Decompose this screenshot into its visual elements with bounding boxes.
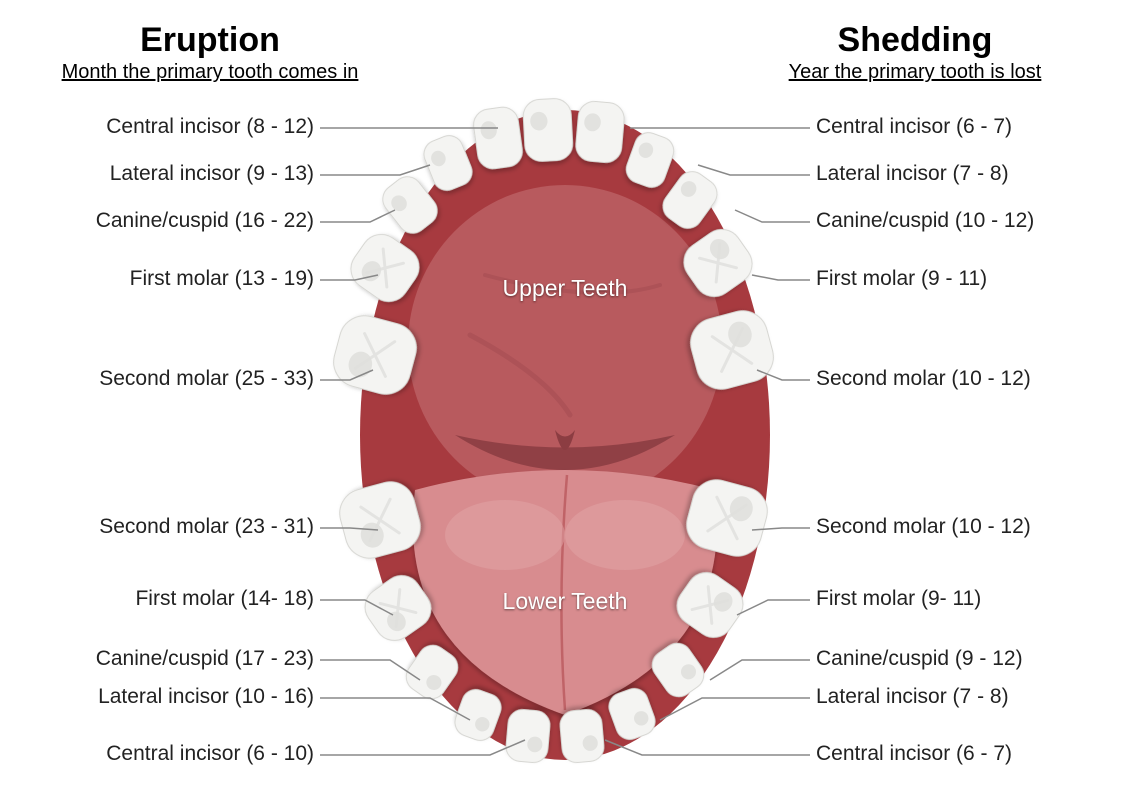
eruption-label: Central incisor (8 - 12) xyxy=(106,115,314,139)
teeth-diagram: Eruption Month the primary tooth comes i… xyxy=(0,0,1129,807)
eruption-label: Canine/cuspid (17 - 23) xyxy=(96,647,314,671)
eruption-label: Second molar (25 - 33) xyxy=(99,367,314,391)
eruption-label: First molar (14- 18) xyxy=(135,587,314,611)
shedding-label: First molar (9- 11) xyxy=(816,587,981,611)
shedding-label: Second molar (10 - 12) xyxy=(816,367,1031,391)
eruption-label: Second molar (23 - 31) xyxy=(99,515,314,539)
eruption-label: First molar (13 - 19) xyxy=(130,267,314,291)
eruption-label: Lateral incisor (10 - 16) xyxy=(98,685,314,709)
upper-teeth-label: Upper Teeth xyxy=(465,275,665,302)
shedding-label: Second molar (10 - 12) xyxy=(816,515,1031,539)
eruption-label: Lateral incisor (9 - 13) xyxy=(110,162,314,186)
shedding-label: Lateral incisor (7 - 8) xyxy=(816,685,1009,709)
shedding-label: Central incisor (6 - 7) xyxy=(816,115,1012,139)
shedding-label: Canine/cuspid (10 - 12) xyxy=(816,209,1034,233)
eruption-label: Central incisor (6 - 10) xyxy=(106,742,314,766)
shedding-label: Canine/cuspid (9 - 12) xyxy=(816,647,1023,671)
shedding-label: Central incisor (6 - 7) xyxy=(816,742,1012,766)
lower-teeth-label: Lower Teeth xyxy=(465,588,665,615)
eruption-label: Canine/cuspid (16 - 22) xyxy=(96,209,314,233)
shedding-label: First molar (9 - 11) xyxy=(816,267,987,291)
shedding-label: Lateral incisor (7 - 8) xyxy=(816,162,1009,186)
